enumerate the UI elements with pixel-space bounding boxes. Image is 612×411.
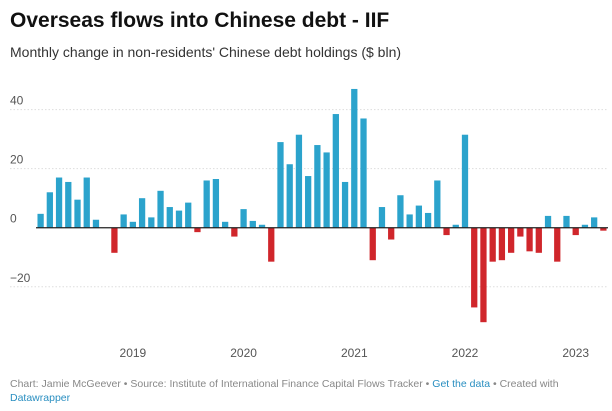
bar <box>221 221 229 228</box>
y-tick-label: 40 <box>10 94 24 108</box>
bar <box>277 142 284 228</box>
y-tick-label: −20 <box>10 271 31 285</box>
bar <box>406 214 413 228</box>
bar <box>480 227 487 323</box>
bar <box>166 207 173 228</box>
bar <box>535 227 542 253</box>
bar <box>194 227 201 233</box>
bar <box>65 181 72 228</box>
bar <box>286 164 293 228</box>
bar <box>591 217 598 228</box>
bar <box>55 177 63 228</box>
bar <box>369 227 376 261</box>
bar <box>305 176 312 228</box>
bar <box>489 227 496 262</box>
bar <box>46 192 53 228</box>
bar <box>120 214 127 228</box>
y-tick-label: 20 <box>10 153 24 167</box>
bar <box>434 180 441 228</box>
bar <box>351 88 358 228</box>
bar <box>341 181 349 228</box>
bar <box>231 227 238 237</box>
y-tick-label: 0 <box>10 212 17 226</box>
created: • Created with <box>493 378 559 390</box>
bar <box>388 227 395 240</box>
bar <box>378 207 386 228</box>
bar <box>397 195 404 228</box>
bar <box>452 224 459 228</box>
bar <box>498 227 506 261</box>
footer: Chart: Jamie McGeever • Source: Institut… <box>10 377 602 405</box>
tool-link[interactable]: Datawrapper <box>10 392 71 404</box>
chart-subtitle: Monthly change in non-residents' Chinese… <box>10 44 401 60</box>
bar <box>443 227 450 236</box>
bar <box>314 145 321 228</box>
bar <box>148 217 155 228</box>
x-tick-label: 2022 <box>452 346 479 360</box>
credit: Chart: Jamie McGeever • Source: Institut… <box>10 378 430 390</box>
bar <box>360 118 367 228</box>
bar <box>268 227 275 262</box>
x-tick-label: 2020 <box>230 346 257 360</box>
bar <box>258 224 266 228</box>
bar <box>572 227 579 236</box>
bar <box>175 210 183 228</box>
x-tick-label: 2019 <box>120 346 147 360</box>
bar <box>138 198 146 228</box>
bar <box>37 213 44 228</box>
bar <box>129 221 137 228</box>
bar <box>554 227 561 262</box>
bar <box>415 205 423 228</box>
bar <box>295 134 303 228</box>
chart-title: Overseas flows into Chinese debt - IIF <box>10 9 389 32</box>
bar <box>563 215 570 228</box>
bar <box>74 199 81 228</box>
bar <box>212 179 220 228</box>
bar <box>249 220 256 228</box>
bar <box>240 209 247 228</box>
bar <box>600 227 607 231</box>
bar <box>581 224 589 228</box>
chart: Overseas flows into Chinese debt - IIF M… <box>10 9 608 360</box>
data-link[interactable]: Get the data <box>432 378 491 390</box>
bar <box>185 202 192 228</box>
bar <box>471 227 478 308</box>
bar <box>544 215 552 228</box>
bar <box>517 227 524 237</box>
bar <box>507 227 515 253</box>
bar <box>83 177 90 228</box>
bar <box>332 114 339 228</box>
x-tick-label: 2021 <box>341 346 368 360</box>
bar <box>323 152 330 228</box>
bar <box>203 180 210 228</box>
bar <box>424 212 432 228</box>
bar <box>157 190 164 228</box>
x-tick-label: 2023 <box>562 346 589 360</box>
bar <box>92 219 100 228</box>
bar <box>526 227 533 252</box>
bar <box>461 134 469 228</box>
bar <box>111 227 118 253</box>
